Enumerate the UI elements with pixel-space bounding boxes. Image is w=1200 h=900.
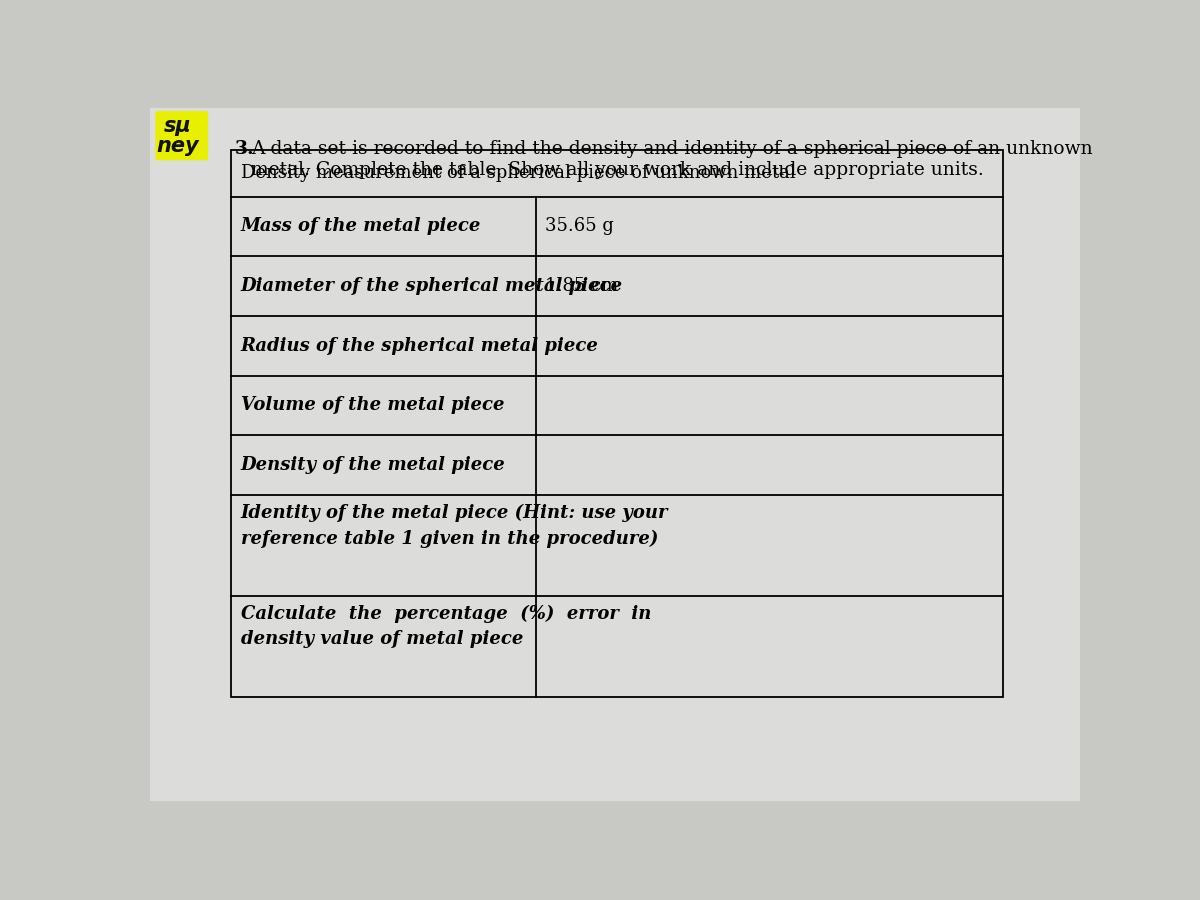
FancyBboxPatch shape bbox=[156, 111, 208, 160]
Text: 35.65 g: 35.65 g bbox=[545, 218, 614, 236]
Text: Identity of the metal piece (Hint: use your
reference table 1 given in the proce: Identity of the metal piece (Hint: use y… bbox=[241, 504, 668, 548]
Text: Volume of the metal piece: Volume of the metal piece bbox=[241, 396, 504, 414]
Text: sμ: sμ bbox=[164, 116, 192, 136]
Text: Mass of the metal piece: Mass of the metal piece bbox=[241, 218, 481, 236]
Text: Calculate  the  percentage  (%)  error  in
density value of metal piece: Calculate the percentage (%) error in de… bbox=[241, 605, 652, 649]
Text: A data set is recorded to find the density and identity of a spherical piece of : A data set is recorded to find the densi… bbox=[251, 140, 1092, 179]
Text: Density of the metal piece: Density of the metal piece bbox=[241, 456, 505, 474]
Text: 1.85 cm: 1.85 cm bbox=[545, 277, 618, 295]
Text: Radius of the spherical metal piece: Radius of the spherical metal piece bbox=[241, 337, 599, 355]
Text: Density measurement of a spherical piece of unknown metal: Density measurement of a spherical piece… bbox=[241, 165, 796, 183]
Text: ney: ney bbox=[157, 136, 199, 156]
Text: Diameter of the spherical metal piece: Diameter of the spherical metal piece bbox=[241, 277, 623, 295]
Text: 3.: 3. bbox=[235, 140, 254, 158]
Bar bbox=[232, 150, 1002, 697]
